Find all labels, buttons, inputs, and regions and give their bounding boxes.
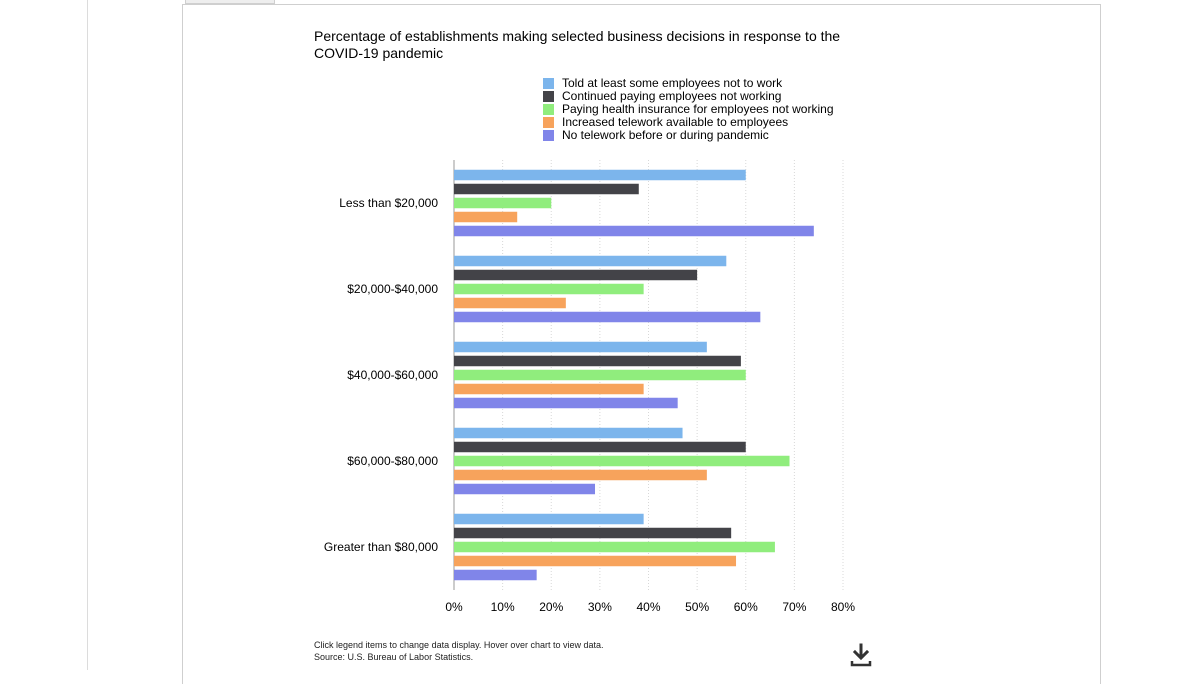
x-tick-label: 30% [588,600,612,614]
x-tick-label: 80% [831,600,855,614]
bar[interactable] [454,441,746,453]
legend-swatch [543,130,554,141]
bar[interactable] [454,225,814,237]
bar[interactable] [454,255,727,267]
bar-chart[interactable]: 0% 10% 20% 30% 40% 50% 60% 70% 80% Less than $20,… [0,0,1192,640]
bar[interactable] [454,469,707,481]
bar[interactable] [454,383,644,395]
bar[interactable] [454,369,746,381]
footnote-instructions: Click legend items to change data displa… [314,640,604,650]
bar[interactable] [454,355,741,367]
x-tick-label: 60% [734,600,758,614]
chart-panel [182,4,1101,684]
bar[interactable] [454,297,566,309]
legend-label: Told at least some employees not to work [562,76,783,90]
bar[interactable] [454,455,790,467]
category-label: Less than $20,000 [339,196,438,210]
bar[interactable] [454,569,537,581]
bar[interactable] [454,311,761,323]
legend-item-continued-paying[interactable]: Continued paying employees not working [543,90,834,103]
legend-item-health-insurance[interactable]: Paying health insurance for employees no… [543,103,834,116]
x-tick-label: 70% [782,600,806,614]
x-tick-label: 0% [445,600,463,614]
footnote-source: Source: U.S. Bureau of Labor Statistics. [314,652,474,662]
legend-label: Increased telework available to employee… [562,115,789,129]
bar[interactable] [454,197,552,209]
legend-label: Continued paying employees not working [562,89,782,103]
bar[interactable] [454,513,644,525]
bar[interactable] [454,483,596,495]
tab-stub[interactable] [185,0,275,4]
bar[interactable] [454,341,707,353]
download-icon[interactable] [850,643,872,667]
x-tick-label: 40% [636,600,660,614]
chart-legend: Told at least some employees not to work… [543,77,834,142]
bar[interactable] [454,555,737,567]
bar[interactable] [454,527,732,539]
bar[interactable] [454,169,746,181]
legend-label: Paying health insurance for employees no… [562,102,834,116]
legend-item-no-telework[interactable]: No telework before or during pandemic [543,129,834,142]
x-tick-label: 10% [491,600,515,614]
chart-title: Percentage of establishments making sele… [314,28,841,61]
bar[interactable] [454,283,644,295]
legend-item-told-not-to-work[interactable]: Told at least some employees not to work [543,77,834,90]
legend-swatch [543,78,554,89]
category-label: Greater than $80,000 [324,540,438,554]
legend-swatch [543,104,554,115]
bar[interactable] [454,183,639,195]
x-tick-label: 20% [539,600,563,614]
bar[interactable] [454,427,683,439]
x-tick-label: 50% [685,600,709,614]
bar[interactable] [454,541,775,553]
bar[interactable] [454,397,678,409]
legend-label: No telework before or during pandemic [562,128,769,142]
category-label: $60,000-$80,000 [347,454,438,468]
legend-item-increased-telework[interactable]: Increased telework available to employee… [543,116,834,129]
category-label: $20,000-$40,000 [347,282,438,296]
chart-footnote: Click legend items to change data displa… [314,639,603,663]
legend-swatch [543,117,554,128]
legend-swatch [543,91,554,102]
bar[interactable] [454,211,518,223]
bar[interactable] [454,269,698,281]
download-icon-glyph [850,643,872,667]
page-divider [87,0,88,670]
category-label: $40,000-$60,000 [347,368,438,382]
